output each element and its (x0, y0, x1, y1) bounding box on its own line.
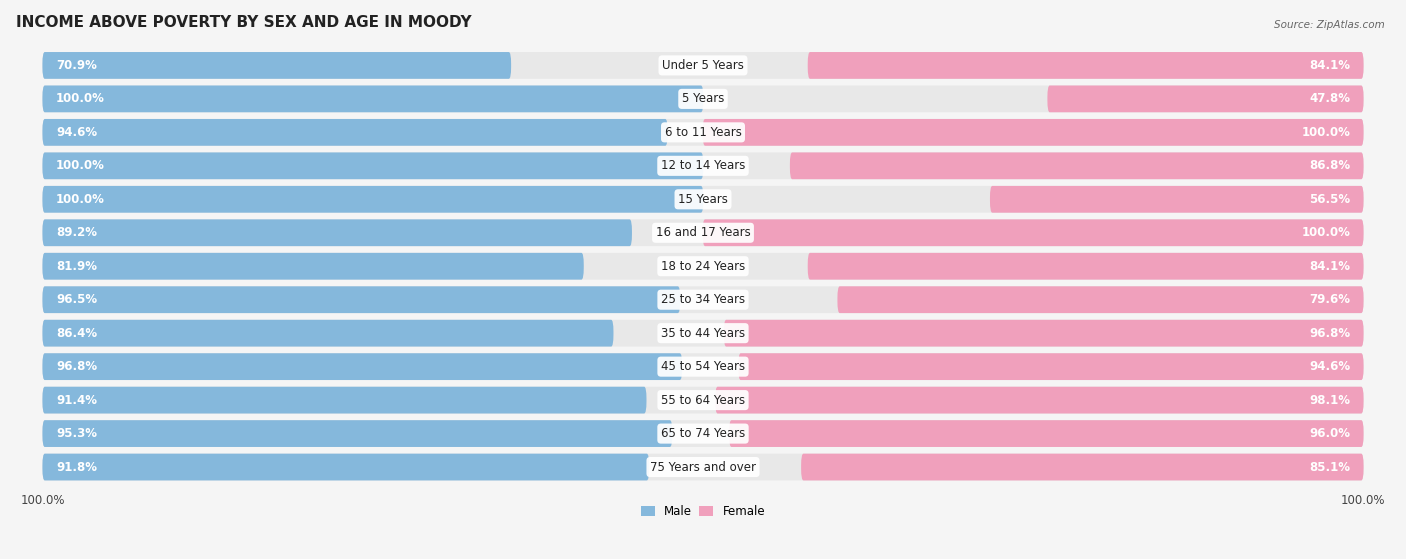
Text: 79.6%: 79.6% (1309, 293, 1350, 306)
Legend: Male, Female: Male, Female (636, 500, 770, 523)
FancyBboxPatch shape (790, 153, 1364, 179)
Text: 47.8%: 47.8% (1309, 92, 1350, 106)
Text: 100.0%: 100.0% (1301, 226, 1350, 239)
FancyBboxPatch shape (42, 387, 647, 414)
Text: 81.9%: 81.9% (56, 260, 97, 273)
Text: 15 Years: 15 Years (678, 193, 728, 206)
Text: 56.5%: 56.5% (1309, 193, 1350, 206)
Text: 75 Years and over: 75 Years and over (650, 461, 756, 473)
FancyBboxPatch shape (724, 320, 1364, 347)
Text: 6 to 11 Years: 6 to 11 Years (665, 126, 741, 139)
FancyBboxPatch shape (42, 219, 631, 246)
FancyBboxPatch shape (42, 86, 1364, 112)
FancyBboxPatch shape (42, 253, 583, 280)
FancyBboxPatch shape (1047, 86, 1364, 112)
FancyBboxPatch shape (42, 353, 682, 380)
FancyBboxPatch shape (42, 119, 1364, 146)
Text: Source: ZipAtlas.com: Source: ZipAtlas.com (1274, 20, 1385, 30)
Text: 100.0%: 100.0% (56, 193, 105, 206)
FancyBboxPatch shape (42, 320, 1364, 347)
Text: 89.2%: 89.2% (56, 226, 97, 239)
Text: 12 to 14 Years: 12 to 14 Years (661, 159, 745, 172)
FancyBboxPatch shape (42, 86, 703, 112)
FancyBboxPatch shape (716, 387, 1364, 414)
Text: 86.8%: 86.8% (1309, 159, 1350, 172)
FancyBboxPatch shape (42, 153, 1364, 179)
Text: 96.0%: 96.0% (1309, 427, 1350, 440)
FancyBboxPatch shape (807, 52, 1364, 79)
Text: 96.5%: 96.5% (56, 293, 97, 306)
FancyBboxPatch shape (730, 420, 1364, 447)
FancyBboxPatch shape (42, 320, 613, 347)
Text: 96.8%: 96.8% (56, 360, 97, 373)
FancyBboxPatch shape (42, 420, 672, 447)
FancyBboxPatch shape (42, 454, 1364, 480)
Text: 100.0%: 100.0% (1301, 126, 1350, 139)
Text: 84.1%: 84.1% (1309, 59, 1350, 72)
FancyBboxPatch shape (703, 119, 1364, 146)
FancyBboxPatch shape (42, 286, 1364, 313)
FancyBboxPatch shape (42, 286, 681, 313)
Text: 16 and 17 Years: 16 and 17 Years (655, 226, 751, 239)
Text: 25 to 34 Years: 25 to 34 Years (661, 293, 745, 306)
FancyBboxPatch shape (42, 186, 1364, 212)
FancyBboxPatch shape (838, 286, 1364, 313)
Text: 94.6%: 94.6% (56, 126, 97, 139)
FancyBboxPatch shape (990, 186, 1364, 212)
FancyBboxPatch shape (42, 52, 1364, 79)
FancyBboxPatch shape (42, 52, 512, 79)
Text: 91.4%: 91.4% (56, 394, 97, 406)
Text: 55 to 64 Years: 55 to 64 Years (661, 394, 745, 406)
FancyBboxPatch shape (42, 219, 1364, 246)
Text: 98.1%: 98.1% (1309, 394, 1350, 406)
FancyBboxPatch shape (42, 253, 1364, 280)
Text: 65 to 74 Years: 65 to 74 Years (661, 427, 745, 440)
Text: 100.0%: 100.0% (56, 92, 105, 106)
FancyBboxPatch shape (42, 186, 703, 212)
Text: 100.0%: 100.0% (56, 159, 105, 172)
FancyBboxPatch shape (42, 153, 703, 179)
FancyBboxPatch shape (42, 353, 1364, 380)
Text: 35 to 44 Years: 35 to 44 Years (661, 326, 745, 340)
FancyBboxPatch shape (42, 119, 668, 146)
Text: 5 Years: 5 Years (682, 92, 724, 106)
Text: 85.1%: 85.1% (1309, 461, 1350, 473)
FancyBboxPatch shape (807, 253, 1364, 280)
FancyBboxPatch shape (801, 454, 1364, 480)
Text: 94.6%: 94.6% (1309, 360, 1350, 373)
Text: INCOME ABOVE POVERTY BY SEX AND AGE IN MOODY: INCOME ABOVE POVERTY BY SEX AND AGE IN M… (17, 15, 472, 30)
FancyBboxPatch shape (42, 387, 1364, 414)
Text: 96.8%: 96.8% (1309, 326, 1350, 340)
Text: 95.3%: 95.3% (56, 427, 97, 440)
FancyBboxPatch shape (42, 454, 650, 480)
FancyBboxPatch shape (703, 219, 1364, 246)
Text: 84.1%: 84.1% (1309, 260, 1350, 273)
Text: 18 to 24 Years: 18 to 24 Years (661, 260, 745, 273)
Text: 70.9%: 70.9% (56, 59, 97, 72)
Text: Under 5 Years: Under 5 Years (662, 59, 744, 72)
Text: 86.4%: 86.4% (56, 326, 97, 340)
FancyBboxPatch shape (738, 353, 1364, 380)
Text: 45 to 54 Years: 45 to 54 Years (661, 360, 745, 373)
Text: 91.8%: 91.8% (56, 461, 97, 473)
FancyBboxPatch shape (42, 420, 1364, 447)
